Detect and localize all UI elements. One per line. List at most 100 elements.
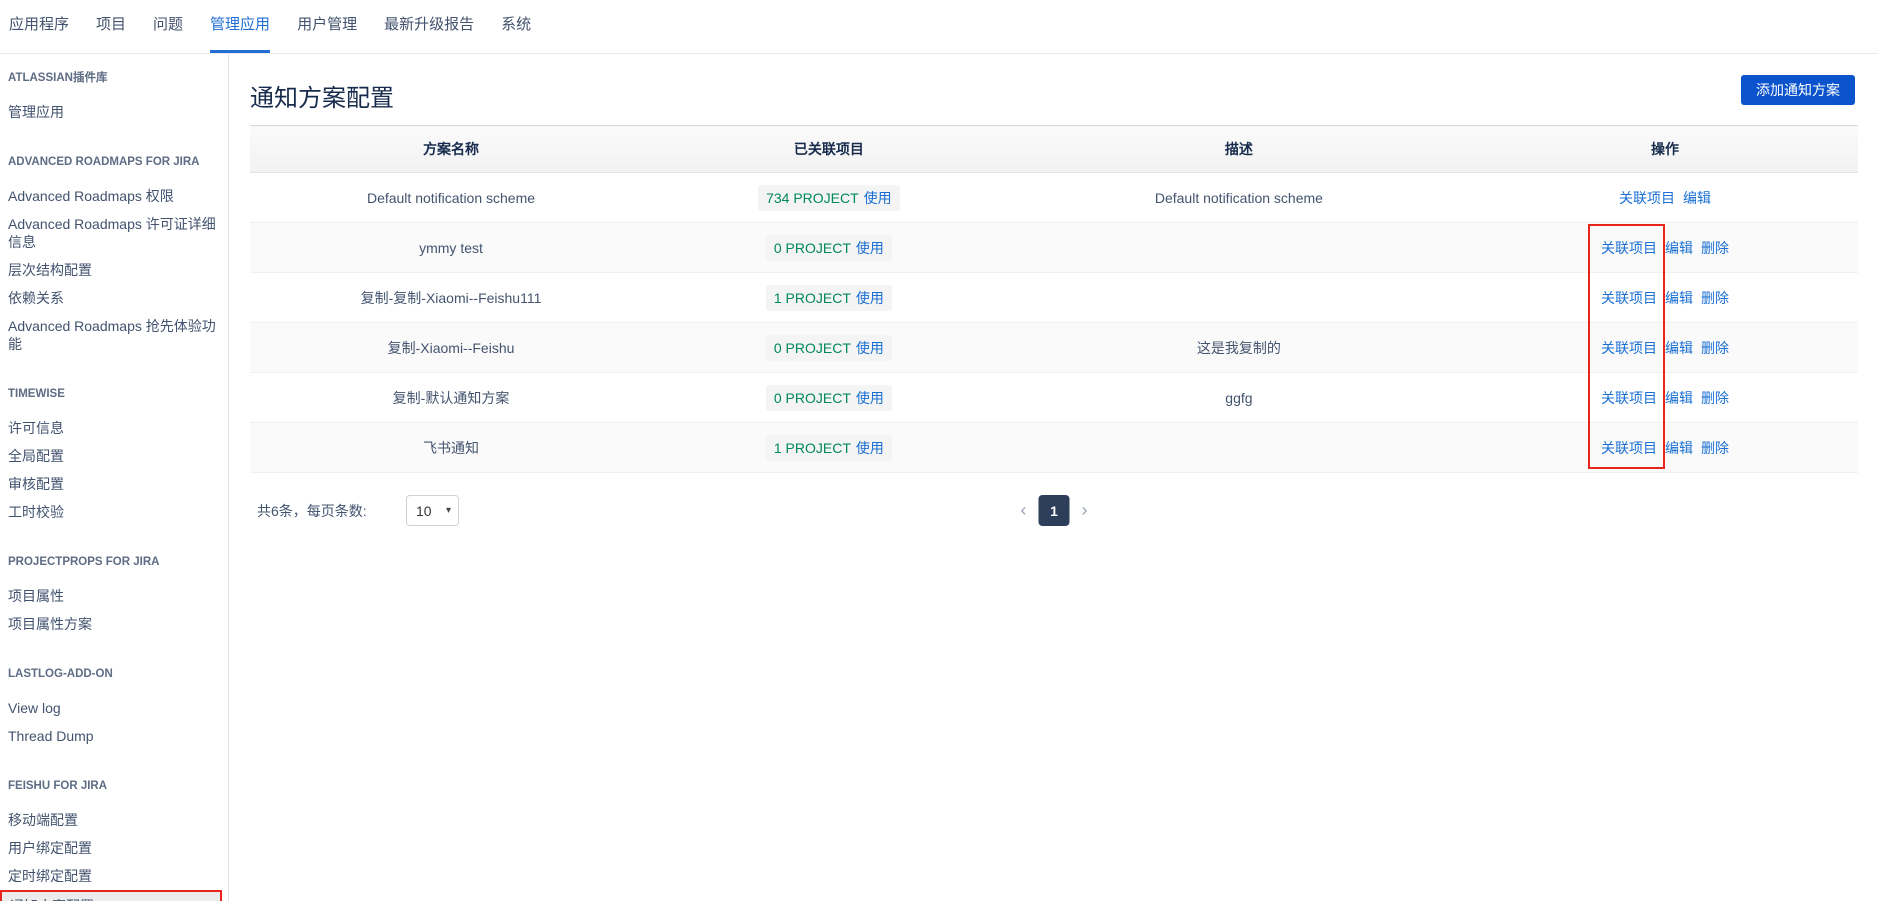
sidebar-section-title: TIMEWISE bbox=[8, 388, 65, 400]
description-cell: 这是我复制的 bbox=[1005, 322, 1473, 373]
nav-item-manage-apps[interactable]: 管理应用 bbox=[210, 0, 271, 53]
sidebar-item-mobile-config[interactable]: 移动端配置 bbox=[8, 812, 78, 828]
sidebar-section-title: LASTLOG-ADD-ON bbox=[8, 668, 113, 680]
use-link[interactable]: 使用 bbox=[855, 389, 884, 406]
table-row: 复制-默认通知方案 0 PROJECT 使用 ggfg 关联项目 编辑 删除 bbox=[250, 372, 1858, 423]
description-cell: ggfg bbox=[1005, 372, 1473, 423]
projects-cell: 1 PROJECT 使用 bbox=[652, 272, 1006, 323]
edit-link[interactable]: 编辑 bbox=[1665, 239, 1694, 256]
prev-page-icon[interactable]: ‹ bbox=[1020, 500, 1027, 520]
edit-link[interactable]: 编辑 bbox=[1665, 339, 1694, 356]
total-count-label: 共6条，每页条数: bbox=[257, 503, 367, 519]
delete-link[interactable]: 删除 bbox=[1701, 239, 1730, 256]
project-usage-badge: 0 PROJECT 使用 bbox=[765, 234, 892, 261]
sidebar-item-thread-dump[interactable]: Thread Dump bbox=[8, 728, 94, 744]
sidebar-item-dependencies[interactable]: 依赖关系 bbox=[8, 290, 64, 306]
nav-item-upgrade-report[interactable]: 最新升级报告 bbox=[384, 16, 475, 33]
sidebar-section-feishu: FEISHU FOR JIRA 移动端配置 用户绑定配置 定时绑定配置 通知方案… bbox=[0, 778, 222, 901]
sidebar-item-view-log[interactable]: View log bbox=[8, 700, 61, 716]
project-usage-badge: 734 PROJECT 使用 bbox=[758, 184, 900, 211]
sidebar-item-worktime-check[interactable]: 工时校验 bbox=[8, 504, 64, 520]
projects-cell: 0 PROJECT 使用 bbox=[652, 322, 1006, 373]
add-notification-scheme-button[interactable]: 添加通知方案 bbox=[1741, 75, 1855, 105]
notification-scheme-table: 方案名称 已关联项目 描述 操作 Default notification sc… bbox=[250, 125, 1858, 473]
use-link[interactable]: 使用 bbox=[855, 239, 884, 256]
scheme-name-cell: 复制-Xiaomi--Feishu bbox=[250, 322, 652, 373]
sidebar-item-timewise-global-config[interactable]: 全局配置 bbox=[8, 448, 64, 464]
edit-link[interactable]: 编辑 bbox=[1683, 189, 1712, 206]
sidebar-item-audit-config[interactable]: 审核配置 bbox=[8, 476, 64, 492]
sidebar-item-roadmaps-early-access[interactable]: Advanced Roadmaps 抢先体验功能 bbox=[8, 318, 216, 352]
associate-projects-link[interactable]: 关联项目 bbox=[1619, 189, 1676, 206]
current-page-button[interactable]: 1 bbox=[1038, 495, 1070, 526]
sidebar-section-title: PROJECTPROPS FOR JIRA bbox=[8, 556, 160, 568]
sidebar-section-lastlog: LASTLOG-ADD-ON View log Thread Dump bbox=[8, 666, 218, 750]
header-description: 描述 bbox=[1005, 125, 1473, 173]
delete-link[interactable]: 删除 bbox=[1701, 289, 1730, 306]
nav-item-projects[interactable]: 项目 bbox=[96, 16, 127, 33]
delete-link[interactable]: 删除 bbox=[1701, 339, 1730, 356]
scheme-name-cell: 复制-默认通知方案 bbox=[250, 372, 652, 423]
sidebar-section-roadmaps: ADVANCED ROADMAPS FOR JIRA Advanced Road… bbox=[8, 154, 218, 358]
sidebar-item-hierarchy-config[interactable]: 层次结构配置 bbox=[8, 262, 92, 278]
edit-link[interactable]: 编辑 bbox=[1665, 389, 1694, 406]
use-link[interactable]: 使用 bbox=[863, 189, 892, 206]
sidebar-item-notification-scheme-config[interactable]: 通知方案配置 bbox=[0, 890, 222, 901]
description-cell bbox=[1005, 422, 1473, 473]
associate-projects-link[interactable]: 关联项目 bbox=[1601, 339, 1658, 356]
scheme-name-cell: 复制-复制-Xiaomi--Feishu111 bbox=[250, 272, 652, 323]
sidebar-item-roadmaps-permissions[interactable]: Advanced Roadmaps 权限 bbox=[8, 188, 174, 204]
nav-item-user-management[interactable]: 用户管理 bbox=[297, 16, 358, 33]
nav-item-system[interactable]: 系统 bbox=[501, 16, 532, 33]
next-page-icon[interactable]: › bbox=[1081, 500, 1088, 520]
project-usage-badge: 0 PROJECT 使用 bbox=[765, 334, 892, 361]
table-row: Default notification scheme 734 PROJECT 使… bbox=[250, 172, 1858, 223]
operations-cell: 关联项目 编辑 删除 bbox=[1472, 272, 1858, 323]
sidebar-item-scheduled-binding-config[interactable]: 定时绑定配置 bbox=[8, 868, 92, 884]
sidebar-item-roadmaps-license[interactable]: Advanced Roadmaps 许可证详细信息 bbox=[8, 216, 216, 250]
table-row: 复制-复制-Xiaomi--Feishu111 1 PROJECT 使用 关联项目… bbox=[250, 272, 1858, 323]
use-link[interactable]: 使用 bbox=[855, 289, 884, 306]
project-count: 1 PROJECT bbox=[773, 439, 851, 456]
table-row: ymmy test 0 PROJECT 使用 关联项目 编辑 删除 bbox=[250, 222, 1858, 273]
associate-projects-link[interactable]: 关联项目 bbox=[1601, 289, 1658, 306]
scheme-name-cell: ymmy test bbox=[250, 222, 652, 273]
page-title: 通知方案配置 bbox=[250, 85, 394, 112]
page-size-value: 10 bbox=[416, 502, 432, 519]
use-link[interactable]: 使用 bbox=[855, 339, 884, 356]
delete-link[interactable]: 删除 bbox=[1701, 389, 1730, 406]
edit-link[interactable]: 编辑 bbox=[1665, 439, 1694, 456]
scheme-name-cell: 飞书通知 bbox=[250, 422, 652, 473]
table-row: 飞书通知 1 PROJECT 使用 关联项目 编辑 删除 bbox=[250, 422, 1858, 473]
description-cell bbox=[1005, 272, 1473, 323]
sidebar-section-atlassian: ATLASSIAN插件库 管理应用 bbox=[8, 70, 218, 126]
operations-cell: 关联项目 编辑 删除 bbox=[1472, 422, 1858, 473]
table-row: 复制-Xiaomi--Feishu 0 PROJECT 使用 这是我复制的 关联项… bbox=[250, 322, 1858, 373]
chevron-down-icon: ▾ bbox=[445, 505, 451, 516]
header-operations: 操作 bbox=[1472, 125, 1858, 173]
associate-projects-link[interactable]: 关联项目 bbox=[1601, 389, 1658, 406]
associate-projects-link[interactable]: 关联项目 bbox=[1601, 439, 1658, 456]
scheme-name-cell: Default notification scheme bbox=[250, 172, 652, 223]
description-cell: Default notification scheme bbox=[1005, 172, 1473, 223]
sidebar-item-project-props[interactable]: 项目属性 bbox=[8, 588, 64, 604]
projects-cell: 1 PROJECT 使用 bbox=[652, 422, 1006, 473]
nav-item-issues[interactable]: 问题 bbox=[153, 16, 184, 33]
sidebar-item-manage-apps[interactable]: 管理应用 bbox=[8, 104, 64, 120]
delete-link[interactable]: 删除 bbox=[1701, 439, 1730, 456]
operations-cell: 关联项目 编辑 删除 bbox=[1472, 322, 1858, 373]
sidebar-section-title: ADVANCED ROADMAPS FOR JIRA bbox=[8, 156, 200, 168]
project-usage-badge: 0 PROJECT 使用 bbox=[765, 384, 892, 411]
page-size-select[interactable]: 10 ▾ bbox=[406, 495, 459, 526]
nav-item-applications[interactable]: 应用程序 bbox=[9, 16, 70, 33]
edit-link[interactable]: 编辑 bbox=[1665, 289, 1694, 306]
use-link[interactable]: 使用 bbox=[855, 439, 884, 456]
sidebar-item-license-info[interactable]: 许可信息 bbox=[8, 420, 64, 436]
header-associated-projects: 已关联项目 bbox=[652, 125, 1006, 173]
associate-projects-link[interactable]: 关联项目 bbox=[1601, 239, 1658, 256]
sidebar-item-project-props-scheme[interactable]: 项目属性方案 bbox=[8, 616, 92, 632]
project-usage-badge: 1 PROJECT 使用 bbox=[765, 434, 892, 461]
main-content: 通知方案配置 添加通知方案 方案名称 已关联项目 描述 操作 Default n… bbox=[229, 54, 1878, 901]
sidebar-item-user-binding-config[interactable]: 用户绑定配置 bbox=[8, 840, 92, 856]
